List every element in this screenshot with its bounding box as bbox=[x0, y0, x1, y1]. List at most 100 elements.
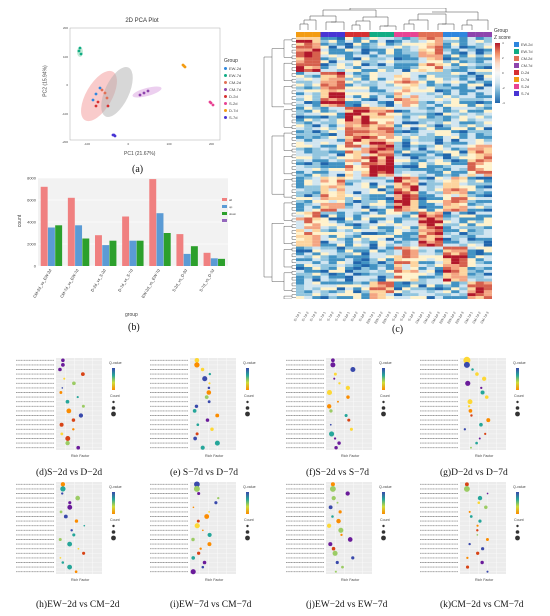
enrichment-panel: Q-value Count Rich Factor bbox=[8, 356, 138, 464]
heatmap-cell bbox=[475, 194, 484, 198]
heatmap-cell bbox=[345, 103, 354, 107]
heatmap-cell bbox=[443, 217, 452, 221]
pca-panel: 2D PCA Plot PC2 (15.94%) PC1 (21.67%) 20… bbox=[43, 18, 242, 176]
heatmap-cell bbox=[336, 66, 346, 70]
heatmap-cell bbox=[410, 60, 419, 64]
heatmap-cell bbox=[296, 237, 305, 241]
heatmap-cell bbox=[336, 281, 346, 285]
heatmap-cell bbox=[451, 124, 460, 128]
heatmap-cell bbox=[312, 86, 321, 90]
heatmap-cell bbox=[475, 281, 484, 285]
heatmap-cell bbox=[304, 194, 313, 198]
heatmap-cell bbox=[459, 211, 468, 215]
heatmap-cell bbox=[426, 162, 435, 166]
heatmap-cell bbox=[361, 147, 370, 151]
heatmap-cell bbox=[426, 165, 435, 169]
heatmap-cell bbox=[418, 83, 427, 87]
heatmap-cell bbox=[418, 284, 427, 288]
heatmap-cell bbox=[304, 261, 313, 265]
heatmap-cell bbox=[418, 54, 427, 58]
heatmap-cell bbox=[369, 176, 378, 180]
heatmap-cell bbox=[467, 141, 476, 145]
enrichment-dot bbox=[328, 505, 333, 510]
heatmap-cell bbox=[345, 249, 354, 253]
heatmap-cell bbox=[483, 92, 492, 96]
enrichment-dot bbox=[60, 482, 66, 487]
bar-xtick: D-2d_vs_S-2d bbox=[90, 268, 107, 293]
heatmap-cell bbox=[394, 284, 403, 288]
heatmap-cell bbox=[451, 214, 460, 218]
enrichment-dot bbox=[204, 395, 209, 399]
heatmap-cell bbox=[434, 293, 444, 297]
heatmap-cell bbox=[377, 237, 386, 241]
enrichment-dot bbox=[72, 428, 75, 431]
heatmap-legend-item: D-2d bbox=[514, 69, 544, 76]
group-bar-cell bbox=[336, 32, 346, 37]
legend-swatch bbox=[222, 198, 227, 201]
heatmap-cell bbox=[328, 281, 337, 285]
heatmap-cell bbox=[467, 255, 476, 259]
heatmap-cell bbox=[312, 165, 321, 169]
enrichment-dot bbox=[464, 482, 469, 487]
heatmap-cell bbox=[426, 98, 435, 102]
heatmap-col-label: S-7d-1 bbox=[317, 311, 327, 322]
heatmap-cell bbox=[345, 37, 354, 41]
heatmap-cell bbox=[418, 92, 427, 96]
heatmap-cell bbox=[418, 293, 427, 297]
heatmap-cell bbox=[361, 101, 370, 105]
heatmap-col-label: S-7d-2 bbox=[325, 311, 335, 322]
heatmap-cell bbox=[361, 80, 370, 84]
heatmap-cell bbox=[451, 170, 460, 174]
heatmap-cell bbox=[369, 243, 378, 247]
heatmap-cell bbox=[345, 275, 354, 279]
heatmap-cell bbox=[312, 135, 321, 139]
heatmap-cell bbox=[459, 287, 468, 291]
enrichment-dot bbox=[202, 376, 208, 382]
pca-point bbox=[105, 96, 109, 100]
heatmap-cell bbox=[418, 237, 427, 241]
heatmap-cell bbox=[443, 74, 452, 78]
heatmap-cell bbox=[336, 179, 346, 183]
heatmap-cell bbox=[336, 121, 346, 125]
heatmap-cell bbox=[312, 115, 321, 119]
heatmap-cell bbox=[402, 103, 411, 107]
heatmap-cell bbox=[320, 69, 329, 73]
heatmap-cell bbox=[475, 240, 484, 244]
heatmap-cell bbox=[459, 191, 468, 195]
heatmap-cell bbox=[312, 39, 321, 43]
heatmap-cell bbox=[296, 269, 305, 273]
heatmap-cell bbox=[312, 147, 321, 151]
heatmap-cell bbox=[443, 269, 452, 273]
heatmap-cell bbox=[459, 249, 468, 253]
heatmap-cell bbox=[345, 229, 354, 233]
heatmap-cell bbox=[402, 252, 411, 256]
heatmap-cell bbox=[402, 261, 411, 265]
heatmap-cell bbox=[451, 202, 460, 206]
heatmap-cell bbox=[328, 135, 337, 139]
enrichment-dot bbox=[329, 409, 333, 413]
heatmap-cell bbox=[434, 188, 444, 192]
heatmap-cell bbox=[394, 101, 403, 105]
heatmap-cell bbox=[377, 150, 386, 154]
heatmap-cell bbox=[385, 170, 395, 174]
heatmap-cell bbox=[394, 39, 403, 43]
heatmap-cell bbox=[434, 246, 444, 250]
heatmap-cell bbox=[345, 217, 354, 221]
heatmap-cell bbox=[369, 37, 378, 41]
legend-label: EW-7d bbox=[521, 49, 533, 54]
heatmap-cell bbox=[336, 77, 346, 81]
heatmap-cell bbox=[304, 205, 313, 209]
heatmap-cell bbox=[402, 74, 411, 78]
heatmap-cell bbox=[320, 252, 329, 256]
heatmap-cell bbox=[304, 252, 313, 256]
heatmap-cell bbox=[296, 208, 305, 212]
enrichment-dot bbox=[486, 570, 489, 573]
heatmap-cell bbox=[336, 240, 346, 244]
heatmap-cell bbox=[402, 144, 411, 148]
bar-legend-item: down bbox=[222, 210, 236, 217]
heatmap-cell bbox=[467, 106, 476, 110]
heatmap-cell bbox=[434, 191, 444, 195]
heatmap-cell bbox=[426, 278, 435, 282]
enrichment-dot bbox=[350, 366, 356, 373]
heatmap-cell bbox=[385, 135, 395, 139]
